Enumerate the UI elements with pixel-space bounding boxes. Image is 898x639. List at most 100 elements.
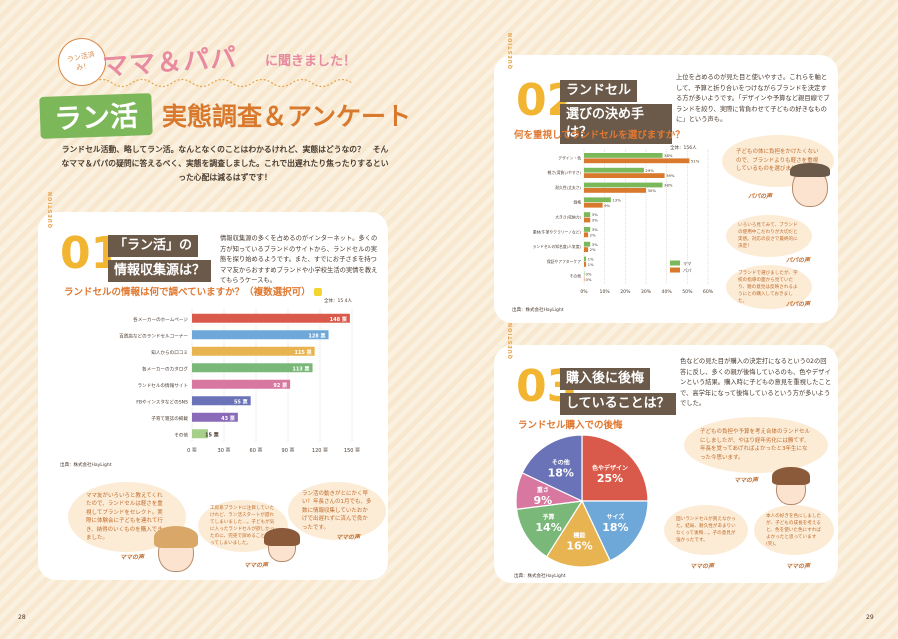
q3-slice-value: 16% bbox=[566, 540, 592, 553]
q2-bar-mama bbox=[584, 167, 644, 173]
page-number-left: 28 bbox=[18, 614, 26, 621]
q3-sig-3: ママの声 bbox=[786, 563, 811, 570]
q2-bar-papa bbox=[584, 158, 690, 164]
dad-hair bbox=[790, 163, 830, 177]
q3-pie-slice bbox=[581, 500, 649, 562]
q2-x-tick-label: 50% bbox=[682, 289, 693, 295]
q2-category-label: デザイン・色 bbox=[558, 155, 581, 160]
q1-bar-value-label: 15 票 bbox=[205, 431, 219, 438]
q2-bar-mama bbox=[584, 197, 611, 203]
q2-bar-value-label: 38% bbox=[664, 153, 673, 158]
q1-source: 出典：株式会社HayLight bbox=[60, 463, 112, 468]
q2-bar-papa bbox=[584, 188, 646, 193]
q1-bar bbox=[192, 429, 208, 439]
q2-x-tick-label: 40% bbox=[662, 289, 673, 295]
q3-sig-1: ママの声 bbox=[734, 477, 759, 484]
q2-bar-value-label: 1% bbox=[588, 262, 594, 267]
mom-hair-1 bbox=[154, 526, 198, 548]
q2-bar-papa bbox=[584, 217, 591, 223]
q1-category-label: 百貨店などのランドセルコーナー bbox=[119, 332, 188, 339]
q3-comment-1: 子どもの負担や予算を考え合体のランドセルにしましたが、やはり経年劣化には勝てず、… bbox=[684, 417, 828, 473]
q1-chart-title: ランドセルの情報は何で調べていますか？（複数選択可） bbox=[64, 287, 311, 298]
q3-pie-slice bbox=[521, 434, 583, 502]
q1-bar bbox=[192, 363, 313, 373]
q3-slice-label: サイズ bbox=[607, 513, 625, 521]
mom-hair-2 bbox=[264, 528, 300, 546]
q2-x-tick-label: 20% bbox=[620, 289, 631, 295]
q2-bar-papa bbox=[584, 202, 603, 208]
q1-description: 情報収集源の多くを占めるのがインターネット。多くの方が知っているブランドのサイト… bbox=[220, 235, 378, 284]
q3-pie-slice bbox=[545, 499, 611, 568]
q1-x-tick-label: 90 票 bbox=[282, 448, 295, 452]
q1-category-label: 各メーカーのホームページ bbox=[133, 316, 188, 323]
q2-bar-chart: 0% 10% 20% 30% 40% 50% 60% デザイン・色 38% 51% 軽さ(背負いやす… bbox=[532, 149, 714, 295]
q2-x-tick-label: 60% bbox=[703, 289, 714, 295]
q2-bar-value-label: 2% bbox=[590, 247, 596, 252]
q2-bar-papa bbox=[584, 173, 665, 178]
q2-bar-papa bbox=[584, 262, 587, 267]
q2-bar-value-label: 2% bbox=[590, 232, 596, 237]
q2-title-line2: 選びの決め手は？ bbox=[560, 104, 672, 144]
q3-slice-label: その他 bbox=[552, 459, 570, 467]
intro-text: ランドセル活動、略してラン活。なんとなくのことはわかるけれど、実態はどうなの？ … bbox=[61, 145, 389, 182]
q2-bar-mama bbox=[584, 241, 591, 247]
q1-bar-value-label: 128 票 bbox=[308, 332, 325, 339]
q2-comment-2: いろいろ見てみて、ブランドの使用中こだわりが大切だと実感。対応の良さで最終的に決… bbox=[726, 215, 812, 257]
q2-bar-value-label: 51% bbox=[691, 158, 700, 163]
q1-category-label: 各メーカーのカタログ bbox=[142, 365, 188, 372]
q2-bar-value-label: 30% bbox=[648, 188, 657, 193]
q1-legend-icon bbox=[314, 288, 322, 296]
q2-bar-value-label: 39% bbox=[666, 173, 675, 178]
q2-category-label: ランドセルの知名度(人気度) bbox=[532, 244, 581, 249]
q1-category-label: FBやインスタなどのSNS bbox=[136, 398, 188, 405]
q2-comment-2-text: いろいろ見てみて、ブランドの使用中こだわりが大切だと実感。対応の良さで最終的に決… bbox=[738, 223, 798, 249]
q1-bar bbox=[192, 379, 291, 389]
q2-bar-value-label: 3% bbox=[592, 242, 598, 247]
q2-bar-value-label: 1% bbox=[588, 257, 594, 262]
q2-comment-3: ブランドで選びましたが、学校の指導の面から見ていたり、親の意見は反映されるように… bbox=[726, 265, 812, 309]
q2-label: QUESTION bbox=[508, 31, 514, 69]
q1-category-label: ランドセルの情報サイト bbox=[137, 382, 188, 389]
q2-x-tick-label: 30% bbox=[641, 289, 652, 295]
q2-chart-title: 何を重視してランドセルを選びますか？ bbox=[514, 130, 685, 141]
q2-legend-label: ママ bbox=[683, 261, 691, 267]
q1-bar-value-label: 113 票 bbox=[292, 365, 309, 372]
q1-bar-value-label: 115 票 bbox=[294, 349, 311, 356]
q2-bar-mama bbox=[584, 212, 591, 217]
q1-bar-chart: 0 票 30 票 60 票 90 票 120 票 150 票 各メーカーのホームページ 148… bbox=[119, 308, 360, 452]
q1-legend: 全体：15 4人 bbox=[324, 299, 353, 304]
q1-category-label: 子育て雑誌の掲載 bbox=[151, 415, 188, 422]
q1-sig-3: ママの声 bbox=[336, 534, 361, 541]
q3-slice-label: 色やデザイン bbox=[592, 464, 628, 472]
title-badge: ラン活 bbox=[39, 93, 153, 139]
q1-category-label: その他 bbox=[174, 431, 188, 438]
q2-bar-value-label: 38% bbox=[664, 183, 673, 188]
q3-comment-3: 本人の好きを色にしましたが、子どもの成長を考えると、色を使いた色にすればよかった… bbox=[754, 505, 834, 555]
q3-chart-title: ランドセル購入での後悔 bbox=[518, 420, 623, 431]
q2-title-line1: ランドセル bbox=[560, 80, 638, 102]
q3-slice-value: 25% bbox=[597, 472, 623, 485]
q2-legend: 全体：156人 bbox=[670, 146, 697, 151]
q2-bar-papa bbox=[584, 232, 589, 238]
q3-source: 出典：株式会社HayLight bbox=[514, 574, 566, 579]
q1-bar bbox=[192, 313, 350, 323]
q2-title: ランドセル 選びの決め手は？ bbox=[560, 79, 672, 146]
q1-title-line1: 「ラン活」の bbox=[108, 235, 199, 257]
page-title: 実態調査＆アンケート bbox=[162, 102, 412, 131]
q2-bar-mama bbox=[584, 227, 591, 232]
q2-bar-value-label: 0% bbox=[586, 271, 592, 276]
q2-category-label: 軽さ(背負いやすさ) bbox=[548, 170, 582, 175]
q2-bar-mama bbox=[584, 256, 587, 262]
q1-label: QUESTION bbox=[48, 190, 54, 228]
q1-comment-1-text: ママ友がいろいろと教えてくれたので、ランドセルは軽さを重視してブランドをセレクト… bbox=[86, 492, 163, 542]
q2-bar-mama bbox=[584, 182, 663, 188]
q1-comment-3: ラン活の動きがとにかく早い！年長さんの1月でも、多数に情報収集していたおかげで出… bbox=[288, 482, 386, 540]
q1-category-label: 知人からの口コミ bbox=[151, 349, 188, 356]
q3-slice-label: 機能 bbox=[574, 532, 586, 540]
q2-category-label: その他 bbox=[570, 274, 582, 279]
q2-bar-value-label: 3% bbox=[592, 218, 598, 223]
q3-sig-2: ママの声 bbox=[690, 563, 715, 570]
q1-bar bbox=[192, 346, 315, 356]
q1-title-line2: 情報収集源は？ bbox=[108, 260, 212, 282]
